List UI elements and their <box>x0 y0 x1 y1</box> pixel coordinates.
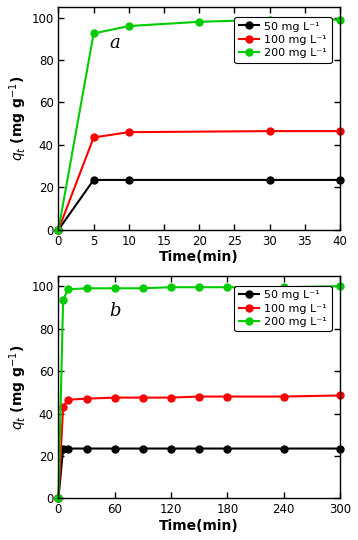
100 mg L⁻¹ <box>338 128 342 134</box>
50 mg L⁻¹ <box>113 446 117 452</box>
Line: 50 mg L⁻¹: 50 mg L⁻¹ <box>55 445 343 502</box>
50 mg L⁻¹ <box>66 446 70 452</box>
50 mg L⁻¹ <box>197 446 201 452</box>
100 mg L⁻¹ <box>84 395 89 402</box>
Y-axis label: $q_t$ (mg g$^{-1}$): $q_t$ (mg g$^{-1}$) <box>7 76 29 161</box>
Line: 200 mg L⁻¹: 200 mg L⁻¹ <box>55 283 343 502</box>
200 mg L⁻¹ <box>84 285 89 292</box>
50 mg L⁻¹ <box>141 446 145 452</box>
200 mg L⁻¹ <box>56 227 61 233</box>
100 mg L⁻¹ <box>225 393 229 400</box>
50 mg L⁻¹ <box>92 177 96 183</box>
100 mg L⁻¹ <box>127 129 131 136</box>
50 mg L⁻¹ <box>84 446 89 452</box>
200 mg L⁻¹ <box>197 284 201 291</box>
200 mg L⁻¹ <box>338 283 342 289</box>
100 mg L⁻¹ <box>281 393 286 400</box>
200 mg L⁻¹ <box>338 16 342 23</box>
50 mg L⁻¹ <box>338 446 342 452</box>
50 mg L⁻¹ <box>338 177 342 183</box>
Legend: 50 mg L⁻¹, 100 mg L⁻¹, 200 mg L⁻¹: 50 mg L⁻¹, 100 mg L⁻¹, 200 mg L⁻¹ <box>234 286 332 332</box>
50 mg L⁻¹ <box>56 227 61 233</box>
100 mg L⁻¹ <box>56 227 61 233</box>
100 mg L⁻¹ <box>267 128 272 134</box>
Y-axis label: $q_t$ (mg g$^{-1}$): $q_t$ (mg g$^{-1}$) <box>7 345 29 430</box>
X-axis label: Time(min): Time(min) <box>159 519 239 533</box>
200 mg L⁻¹ <box>267 16 272 23</box>
50 mg L⁻¹ <box>281 446 286 452</box>
Line: 100 mg L⁻¹: 100 mg L⁻¹ <box>55 392 343 502</box>
50 mg L⁻¹ <box>267 177 272 183</box>
200 mg L⁻¹ <box>113 285 117 292</box>
Line: 200 mg L⁻¹: 200 mg L⁻¹ <box>55 16 343 233</box>
200 mg L⁻¹ <box>127 23 131 29</box>
100 mg L⁻¹ <box>197 393 201 400</box>
50 mg L⁻¹ <box>225 446 229 452</box>
100 mg L⁻¹ <box>141 394 145 401</box>
Text: a: a <box>109 33 120 52</box>
200 mg L⁻¹ <box>66 286 70 293</box>
Text: b: b <box>109 302 121 320</box>
200 mg L⁻¹ <box>281 284 286 291</box>
Line: 100 mg L⁻¹: 100 mg L⁻¹ <box>55 127 343 233</box>
X-axis label: Time(min): Time(min) <box>159 251 239 265</box>
200 mg L⁻¹ <box>169 284 173 291</box>
200 mg L⁻¹ <box>92 30 96 37</box>
50 mg L⁻¹ <box>56 495 61 502</box>
100 mg L⁻¹ <box>169 394 173 401</box>
50 mg L⁻¹ <box>61 446 65 452</box>
Legend: 50 mg L⁻¹, 100 mg L⁻¹, 200 mg L⁻¹: 50 mg L⁻¹, 100 mg L⁻¹, 200 mg L⁻¹ <box>234 17 332 63</box>
100 mg L⁻¹ <box>56 495 61 502</box>
Line: 50 mg L⁻¹: 50 mg L⁻¹ <box>55 177 343 233</box>
100 mg L⁻¹ <box>92 134 96 141</box>
100 mg L⁻¹ <box>338 392 342 399</box>
200 mg L⁻¹ <box>225 284 229 291</box>
200 mg L⁻¹ <box>141 285 145 292</box>
200 mg L⁻¹ <box>197 18 201 25</box>
100 mg L⁻¹ <box>113 394 117 401</box>
200 mg L⁻¹ <box>61 296 65 303</box>
100 mg L⁻¹ <box>66 396 70 403</box>
200 mg L⁻¹ <box>56 495 61 502</box>
50 mg L⁻¹ <box>127 177 131 183</box>
50 mg L⁻¹ <box>169 446 173 452</box>
100 mg L⁻¹ <box>61 404 65 410</box>
